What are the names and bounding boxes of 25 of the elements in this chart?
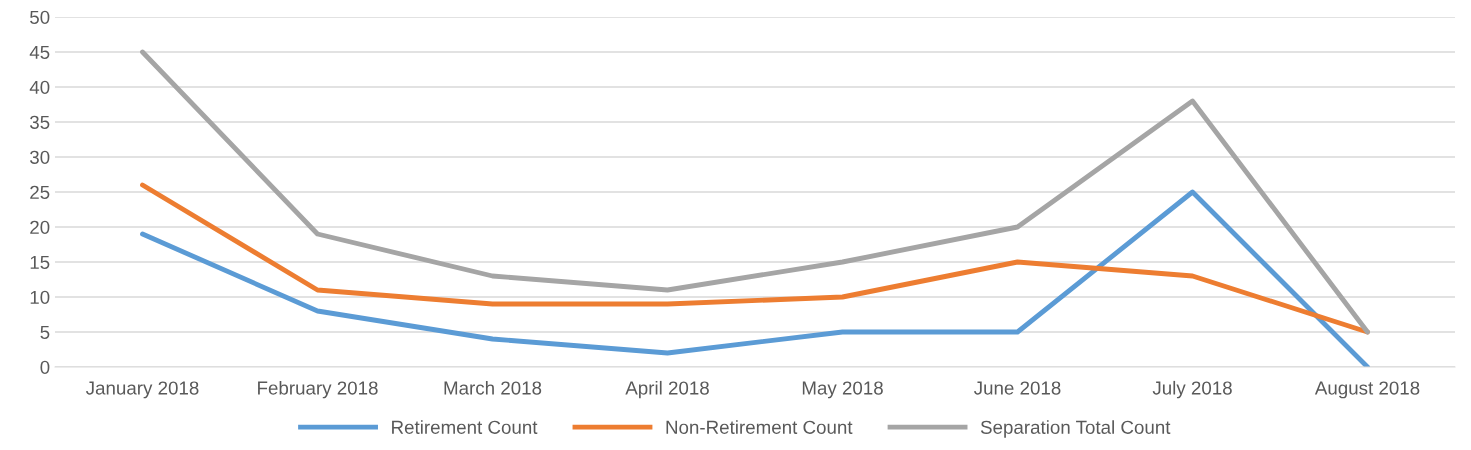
line-series xyxy=(140,49,1370,335)
x-tick-label: January 2018 xyxy=(85,381,199,399)
x-tick-label: May 2018 xyxy=(802,381,883,399)
x-tick-label: June 2018 xyxy=(974,381,1061,395)
y-tick-label: 15 xyxy=(30,255,50,269)
x-tick-label: March 2018 xyxy=(444,380,542,395)
y-tick-label: 45 xyxy=(29,45,50,59)
x-tick-label: July 2018 xyxy=(1152,380,1232,399)
x-tick-label: February 2018 xyxy=(258,380,378,399)
line-series xyxy=(140,182,1370,335)
y-tick-label: 20 xyxy=(30,220,50,234)
y-tick-label: 50 xyxy=(30,10,50,24)
legend-label: Separation Total Count xyxy=(980,420,1171,438)
legend-label: Retirement Count xyxy=(392,420,538,434)
x-tick-label: April 2018 xyxy=(625,380,709,399)
x-tick-label: August 2018 xyxy=(1314,381,1420,399)
y-tick-label: 30 xyxy=(30,150,50,164)
line-series xyxy=(140,189,1370,367)
y-tick-label: 35 xyxy=(30,115,50,129)
legend-label: Non-Retirement Count xyxy=(666,420,853,434)
y-tick-label: 40 xyxy=(29,80,50,94)
y-tick-label: 0 xyxy=(40,360,50,374)
y-tick-label: 10 xyxy=(30,290,50,304)
y-tick-label: 25 xyxy=(30,185,50,199)
y-tick-label: 5 xyxy=(40,325,50,339)
